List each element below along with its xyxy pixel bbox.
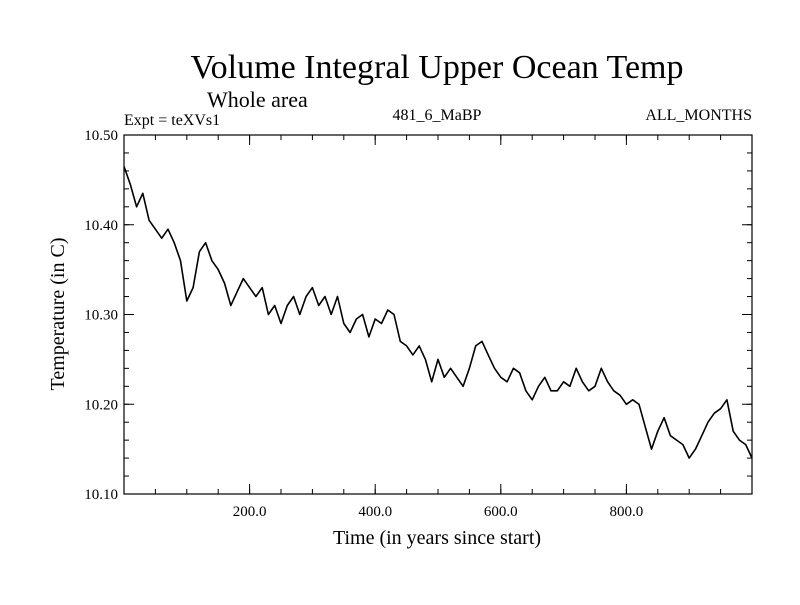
chart-subtitle: Whole area <box>207 87 308 112</box>
y-tick-label: 10.10 <box>84 487 118 503</box>
y-tick-label: 10.40 <box>84 218 118 234</box>
chart-title: Volume Integral Upper Ocean Temp <box>191 49 684 86</box>
x-tick-label: 800.0 <box>610 504 644 520</box>
x-tick-label: 400.0 <box>358 504 392 520</box>
period-label: 481_6_MaBP <box>393 107 482 124</box>
experiment-label: Expt = teXVs1 <box>124 112 220 129</box>
x-axis-ticks: 200.0 400.0 600.0 800.0 <box>154 135 722 520</box>
series-line-teXVs1 <box>123 166 753 459</box>
x-tick-label: 200.0 <box>233 504 267 520</box>
series-group <box>123 166 753 459</box>
y-axis-ticks: 10.10 10.20 10.30 10.40 10.50 <box>84 128 752 503</box>
x-axis-label: Time (in years since start) <box>333 527 541 549</box>
months-label: ALL_MONTHS <box>645 107 752 124</box>
x-tick-label: 600.0 <box>484 504 518 520</box>
plot-frame <box>123 134 753 495</box>
y-tick-label: 10.30 <box>84 308 118 324</box>
y-tick-label: 10.20 <box>84 397 118 413</box>
y-tick-label: 10.50 <box>84 128 118 144</box>
y-axis-label: Temperature (in C) <box>47 238 69 391</box>
